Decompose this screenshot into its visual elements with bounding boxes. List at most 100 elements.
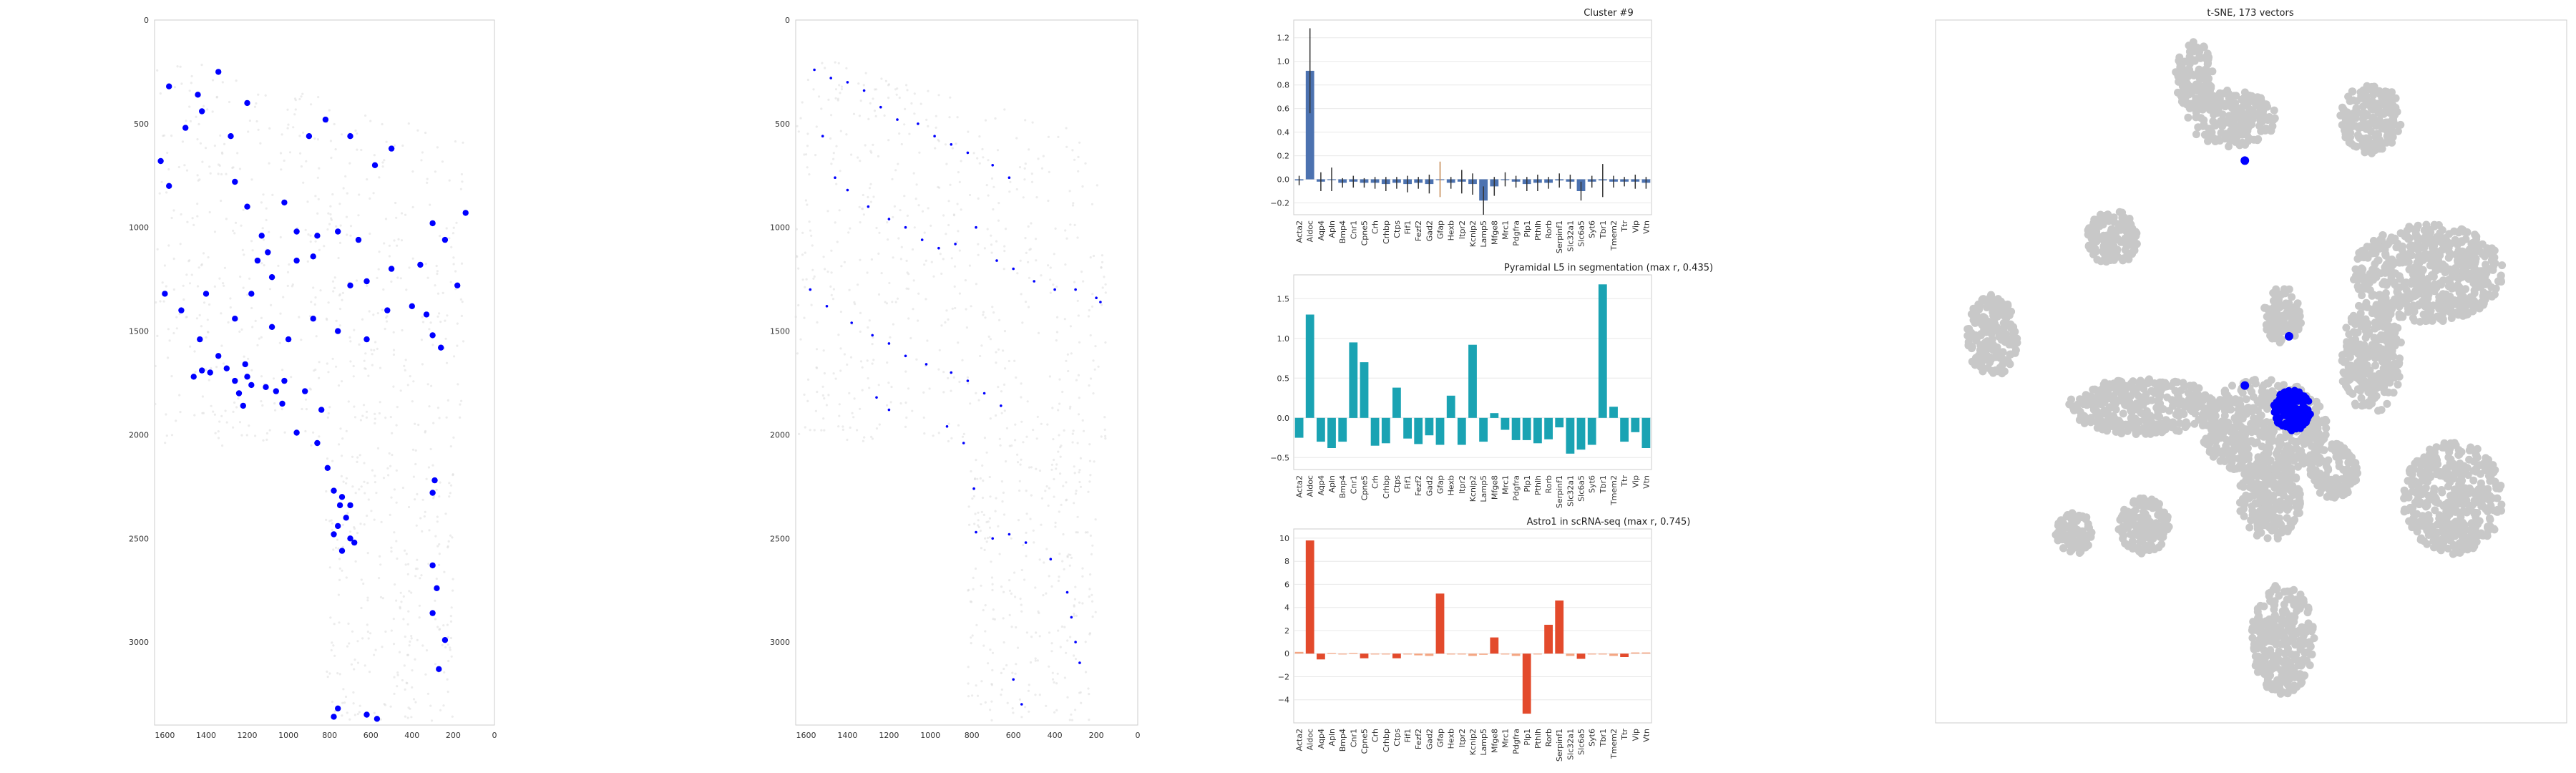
tissue-dot bbox=[430, 384, 433, 387]
tissue-dot bbox=[1024, 706, 1027, 709]
tsne-point bbox=[2170, 378, 2178, 386]
tissue-dot bbox=[412, 380, 415, 383]
x-tick-label: Slc32a1 bbox=[1566, 729, 1575, 760]
tissue-dot bbox=[373, 154, 376, 157]
tsne-point bbox=[2435, 297, 2444, 306]
tissue-dot bbox=[990, 560, 992, 563]
tsne-point bbox=[2316, 417, 2324, 426]
tsne-point bbox=[2377, 406, 2386, 414]
tissue-dot bbox=[1068, 190, 1071, 193]
tissue-dot bbox=[421, 321, 425, 324]
tissue-dot bbox=[381, 165, 384, 168]
tissue-dot bbox=[388, 244, 391, 247]
tissue-dot bbox=[366, 284, 369, 287]
tissue-dot bbox=[251, 249, 254, 252]
tissue-dot bbox=[313, 303, 316, 306]
tissue-dot bbox=[396, 671, 399, 674]
tsne-point bbox=[2336, 111, 2345, 120]
marker-point bbox=[896, 118, 899, 121]
tissue-dot bbox=[384, 218, 388, 220]
tissue-dot bbox=[992, 185, 995, 188]
tissue-dot bbox=[257, 93, 260, 96]
tissue-dot bbox=[352, 702, 355, 705]
tissue-dot bbox=[897, 162, 899, 165]
tsne-point bbox=[2140, 424, 2148, 432]
tissue-dot bbox=[1037, 157, 1040, 160]
tissue-dot bbox=[421, 316, 424, 319]
tissue-dot bbox=[1073, 654, 1075, 657]
tissue-dot bbox=[1066, 696, 1069, 699]
tissue-dot bbox=[332, 548, 335, 551]
tissue-dot bbox=[798, 432, 801, 436]
tsne-point bbox=[2142, 429, 2150, 438]
tissue-dot bbox=[449, 281, 452, 283]
tissue-dot bbox=[338, 443, 341, 446]
tissue-dot bbox=[213, 230, 217, 233]
tissue-dot bbox=[316, 212, 319, 215]
x-tick-label: Itpr2 bbox=[1458, 475, 1467, 494]
tissue-dot bbox=[392, 385, 395, 388]
bar bbox=[1370, 417, 1380, 446]
tsne-point bbox=[2245, 451, 2253, 460]
tissue-dot bbox=[443, 570, 446, 573]
tsne-point bbox=[2298, 460, 2306, 467]
tissue-dot bbox=[911, 409, 914, 412]
tissue-dot bbox=[334, 546, 338, 549]
tissue-dot bbox=[845, 133, 848, 136]
tissue-dot bbox=[167, 168, 170, 171]
tissue-dot bbox=[910, 102, 913, 105]
tissue-dot bbox=[953, 285, 956, 288]
tissue-dot bbox=[1063, 429, 1065, 432]
tissue-dot bbox=[1079, 691, 1082, 694]
tsne-point bbox=[2263, 418, 2271, 427]
marker-point bbox=[258, 233, 265, 239]
tissue-dot bbox=[977, 511, 980, 514]
tissue-dot bbox=[393, 531, 396, 534]
tsne-point bbox=[2385, 136, 2394, 145]
bar bbox=[1587, 417, 1596, 445]
tissue-dot bbox=[1074, 492, 1077, 495]
tissue-dot bbox=[346, 512, 349, 515]
tissue-dot bbox=[1002, 383, 1006, 386]
marker-point bbox=[384, 307, 391, 313]
tsne-point bbox=[2068, 509, 2077, 517]
x-tick-label: Pthlh bbox=[1533, 729, 1543, 749]
tissue-dot bbox=[896, 297, 899, 300]
marker-point bbox=[966, 151, 970, 155]
tissue-dot bbox=[338, 241, 342, 244]
x-tick-label: Apln bbox=[1327, 475, 1337, 493]
tissue-dot bbox=[1094, 345, 1097, 348]
marker-point bbox=[322, 116, 329, 123]
tissue-dot bbox=[220, 312, 223, 315]
tissue-dot bbox=[1002, 513, 1006, 516]
tissue-dot bbox=[167, 244, 170, 247]
tsne-point bbox=[2113, 245, 2122, 254]
tissue-dot bbox=[1034, 657, 1037, 660]
tissue-dot bbox=[837, 425, 840, 428]
tissue-dot bbox=[821, 394, 824, 397]
tissue-dot bbox=[358, 454, 361, 457]
tsne-point bbox=[2387, 348, 2396, 356]
tissue-dot bbox=[215, 95, 218, 98]
marker-point bbox=[285, 336, 292, 343]
tsne-point bbox=[2155, 524, 2164, 533]
tissue-dot bbox=[381, 646, 384, 648]
tissue-dot bbox=[364, 664, 366, 667]
tissue-dot bbox=[362, 582, 365, 585]
tissue-dot bbox=[1079, 457, 1082, 460]
tissue-dot bbox=[1088, 384, 1091, 387]
tissue-dot bbox=[935, 115, 937, 117]
tissue-dot bbox=[213, 145, 216, 147]
tissue-dot bbox=[396, 674, 399, 676]
tsne-point bbox=[2221, 118, 2230, 127]
tsne-point bbox=[2097, 210, 2104, 219]
tissue-dot bbox=[374, 341, 377, 344]
tissue-dot bbox=[182, 284, 185, 287]
tissue-dot bbox=[260, 316, 263, 319]
tissue-dot bbox=[410, 637, 413, 640]
tissue-dot bbox=[360, 148, 363, 152]
tissue-dot bbox=[385, 316, 388, 319]
tissue-dot bbox=[1025, 490, 1028, 492]
tissue-dot bbox=[388, 452, 391, 455]
tissue-dot bbox=[1027, 225, 1030, 228]
